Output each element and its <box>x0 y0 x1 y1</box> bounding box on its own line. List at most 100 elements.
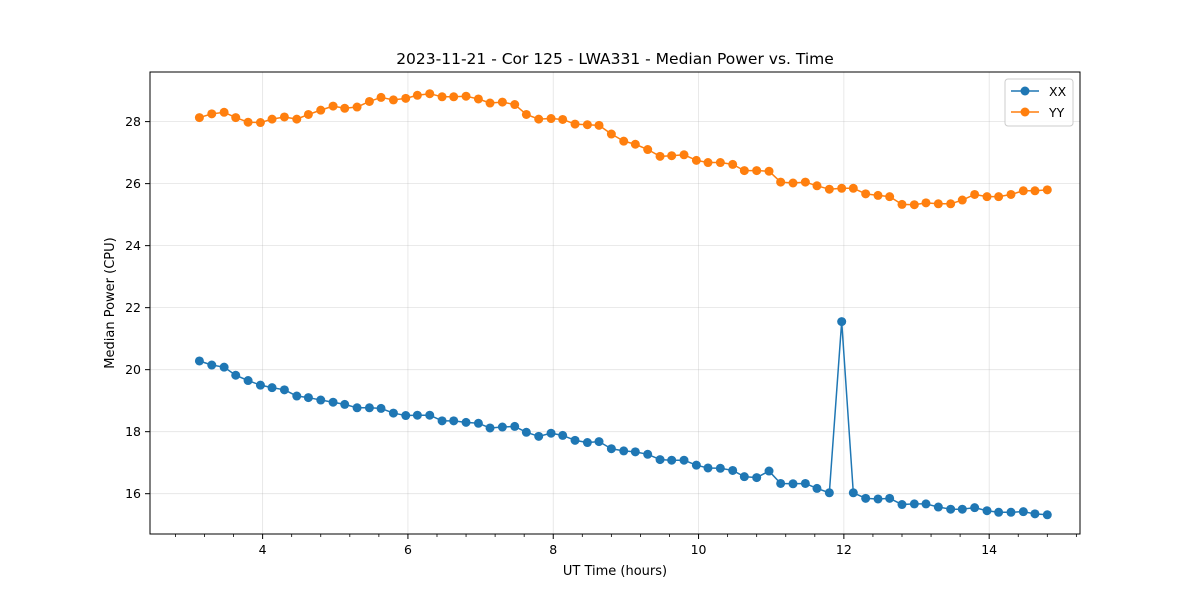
series-layer <box>194 89 1052 520</box>
data-point-yy <box>303 109 313 119</box>
data-point-xx <box>946 504 956 514</box>
series-line-yy <box>199 92 1048 206</box>
data-point-yy <box>388 95 398 105</box>
data-point-yy <box>752 166 762 176</box>
data-point-xx <box>800 478 810 488</box>
x-tick-label: 12 <box>836 542 852 557</box>
data-point-xx <box>739 472 749 482</box>
series-line-xx <box>199 320 1048 516</box>
data-point-yy <box>534 114 544 124</box>
data-point-xx <box>994 507 1004 517</box>
data-point-xx <box>885 493 895 503</box>
data-point-yy <box>630 139 640 149</box>
data-point-xx <box>521 427 531 437</box>
data-point-yy <box>606 129 616 139</box>
data-point-yy <box>449 92 459 102</box>
data-point-xx <box>957 504 967 514</box>
x-tick-label: 8 <box>549 542 557 557</box>
data-point-yy <box>837 183 847 193</box>
y-tick-label: 28 <box>125 114 141 129</box>
data-point-yy <box>824 184 834 194</box>
data-point-xx <box>1006 507 1016 517</box>
data-point-yy <box>788 178 798 188</box>
data-point-yy <box>328 101 338 111</box>
data-point-yy <box>546 114 556 124</box>
data-point-xx <box>401 411 411 421</box>
data-point-xx <box>364 403 374 413</box>
data-point-yy <box>933 199 943 209</box>
data-point-yy <box>848 183 858 193</box>
data-point-yy <box>243 117 253 127</box>
y-tick-label: 24 <box>125 238 141 253</box>
data-point-yy <box>437 92 447 102</box>
data-point-xx <box>510 421 520 431</box>
x-tick-label: 6 <box>404 542 412 557</box>
data-point-yy <box>1042 185 1052 195</box>
data-point-xx <box>412 410 422 420</box>
data-point-yy <box>885 192 895 202</box>
data-point-yy <box>582 120 592 130</box>
legend-label-yy: YY <box>1048 105 1065 120</box>
data-point-xx <box>534 431 544 441</box>
legend: XX YY <box>1004 78 1074 127</box>
data-point-xx <box>558 430 568 440</box>
data-point-yy <box>207 109 217 119</box>
data-point-yy <box>812 181 822 191</box>
data-point-xx <box>873 494 883 504</box>
data-point-yy <box>352 102 362 112</box>
data-point-xx <box>728 465 738 475</box>
data-point-yy <box>558 114 568 124</box>
data-point-xx <box>340 399 350 409</box>
data-point-xx <box>848 488 858 498</box>
data-point-yy <box>461 91 471 101</box>
data-point-xx <box>752 473 762 483</box>
x-tick-label: 10 <box>691 542 707 557</box>
data-point-yy <box>764 166 774 176</box>
data-point-yy <box>231 113 241 123</box>
data-point-yy <box>946 199 956 209</box>
data-point-xx <box>921 499 931 509</box>
data-point-yy <box>715 158 725 168</box>
data-point-xx <box>1030 509 1040 519</box>
data-point-xx <box>1042 510 1052 520</box>
data-point-xx <box>582 438 592 448</box>
data-point-xx <box>691 460 701 470</box>
grid <box>150 72 1080 534</box>
data-point-xx <box>388 408 398 418</box>
data-point-yy <box>194 113 204 123</box>
data-point-xx <box>643 449 653 459</box>
data-point-xx <box>970 503 980 513</box>
data-point-xx <box>824 488 834 498</box>
data-point-yy <box>619 136 629 146</box>
data-point-xx <box>1018 507 1028 517</box>
data-point-xx <box>485 423 495 433</box>
data-point-yy <box>219 107 229 117</box>
data-point-yy <box>728 159 738 169</box>
data-point-yy <box>897 199 907 209</box>
x-axis-label: UT Time (hours) <box>563 564 667 579</box>
data-point-xx <box>316 395 326 405</box>
y-tick-label: 20 <box>125 362 141 377</box>
data-point-xx <box>776 478 786 488</box>
data-point-xx <box>292 391 302 401</box>
legend-label-xx: XX <box>1049 84 1067 99</box>
data-point-xx <box>982 506 992 516</box>
data-point-yy <box>873 190 883 200</box>
data-point-yy <box>594 120 604 130</box>
data-point-yy <box>521 109 531 119</box>
data-point-xx <box>255 380 265 390</box>
data-point-xx <box>303 393 313 403</box>
data-point-yy <box>497 97 507 107</box>
data-point-xx <box>449 416 459 426</box>
data-point-yy <box>255 118 265 128</box>
data-point-xx <box>497 422 507 432</box>
data-point-yy <box>909 200 919 210</box>
chart-title: 2023-11-21 - Cor 125 - LWA331 - Median P… <box>396 50 834 68</box>
legend-marker-xx <box>1020 86 1030 96</box>
data-point-yy <box>970 189 980 199</box>
data-point-yy <box>861 189 871 199</box>
data-point-xx <box>194 356 204 366</box>
y-tick-label: 26 <box>125 176 141 191</box>
data-point-yy <box>473 94 483 104</box>
